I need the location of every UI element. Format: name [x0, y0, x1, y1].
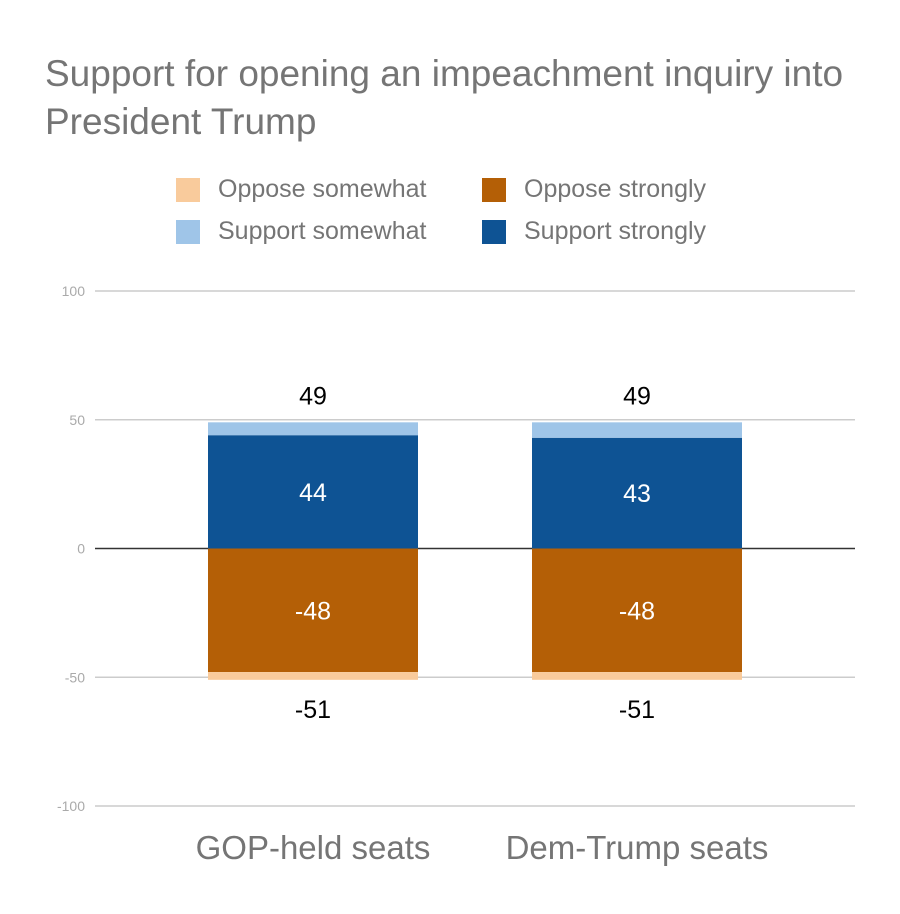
legend-swatch: [482, 177, 506, 202]
data-label: -48: [295, 597, 331, 625]
y-tick-label: 50: [69, 412, 85, 428]
legend-swatch: [176, 219, 200, 244]
y-tick-label: 0: [77, 541, 85, 557]
bar-segment-support-strongly: [208, 435, 418, 549]
legend-label: Oppose somewhat: [218, 175, 427, 203]
legend-item-oppose-strongly: Oppose strongly: [482, 175, 706, 204]
legend-item-support-strongly: Support strongly: [482, 217, 706, 246]
legend-swatch: [482, 219, 506, 244]
y-tick-label: -100: [57, 798, 85, 814]
x-tick-label: Dem-Trump seats: [506, 829, 769, 866]
legend-label: Support strongly: [524, 217, 707, 245]
legend-label: Oppose strongly: [524, 175, 707, 203]
bar-segment-oppose-strongly: [208, 548, 418, 673]
y-tick-label: 100: [62, 283, 86, 299]
bar-segment-support-strongly: [532, 437, 742, 549]
total-label-negative: -51: [295, 696, 331, 724]
chart-title: Support for opening an impeachment inqui…: [45, 53, 844, 142]
total-label-positive: 49: [299, 382, 327, 410]
bar-segment-oppose-strongly: [532, 548, 742, 673]
total-label-negative: -51: [619, 696, 655, 724]
y-tick-label: -50: [65, 669, 85, 685]
x-tick-label: GOP-held seats: [196, 829, 431, 866]
total-label-positive: 49: [623, 382, 651, 410]
legend-swatch: [176, 177, 200, 202]
legend-item-support-somewhat: Support somewhat: [176, 217, 426, 246]
bar-segment-oppose-somewhat: [208, 672, 418, 680]
data-label: 44: [299, 479, 327, 507]
data-label: 43: [623, 480, 651, 508]
bar-segment-support-somewhat: [208, 422, 418, 436]
legend-label: Support somewhat: [218, 217, 427, 245]
data-label: -48: [619, 597, 655, 625]
bar-segment-oppose-somewhat: [532, 672, 742, 680]
legend-item-oppose-somewhat: Oppose somewhat: [176, 175, 426, 204]
bar-segment-support-somewhat: [532, 422, 742, 438]
